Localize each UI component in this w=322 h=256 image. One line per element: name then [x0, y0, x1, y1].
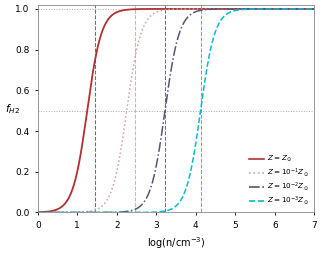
Legend: $Z = Z_\odot$, $Z = 10^{-1} Z_\odot$, $Z = 10^{-2} Z_\odot$, $Z = 10^{-3} Z_\odo: $Z = Z_\odot$, $Z = 10^{-1} Z_\odot$, $Z…: [246, 151, 312, 210]
Y-axis label: $f_{H2}$: $f_{H2}$: [5, 102, 20, 115]
X-axis label: log(n/cm$^{-3}$): log(n/cm$^{-3}$): [147, 235, 205, 251]
